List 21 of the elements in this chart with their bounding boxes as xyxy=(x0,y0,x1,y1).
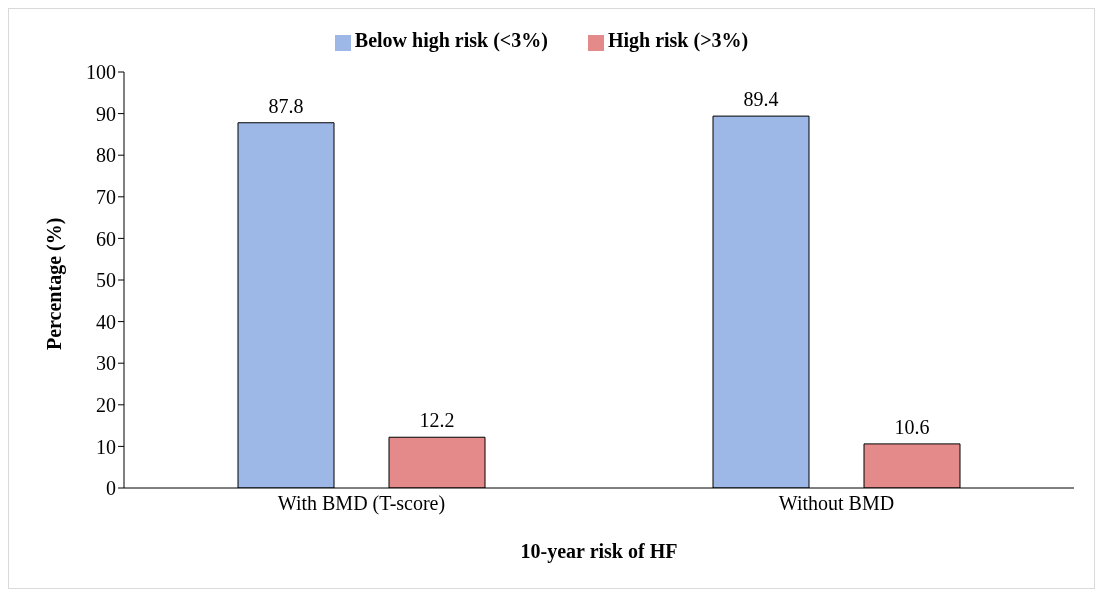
y-tick-label: 90 xyxy=(96,102,116,125)
data-label: 89.4 xyxy=(743,88,779,111)
y-tick-label: 0 xyxy=(106,477,116,500)
x-tick-label: Without BMD xyxy=(778,492,895,515)
x-tick-label: With BMD (T-score) xyxy=(277,492,446,516)
y-tick-label: 20 xyxy=(96,393,116,416)
y-tick-label: 60 xyxy=(96,227,116,250)
data-label: 87.8 xyxy=(268,94,304,117)
y-tick-label: 50 xyxy=(96,269,116,292)
data-label: 12.2 xyxy=(419,409,455,432)
y-tick-label: 10 xyxy=(96,435,116,458)
legend-label: High risk (>3%) xyxy=(607,29,749,51)
x-axis-title: 10-year risk of HF xyxy=(520,540,678,563)
data-label: 10.6 xyxy=(894,415,930,438)
y-tick-label: 100 xyxy=(86,61,116,84)
legend-label: Below high risk (<3%) xyxy=(354,29,548,51)
y-tick-label: 30 xyxy=(96,352,116,375)
y-tick-label: 80 xyxy=(96,144,116,167)
y-tick-label: 40 xyxy=(96,310,116,333)
y-axis-title: Percentage (%) xyxy=(43,217,67,350)
y-tick-label: 70 xyxy=(96,185,116,208)
